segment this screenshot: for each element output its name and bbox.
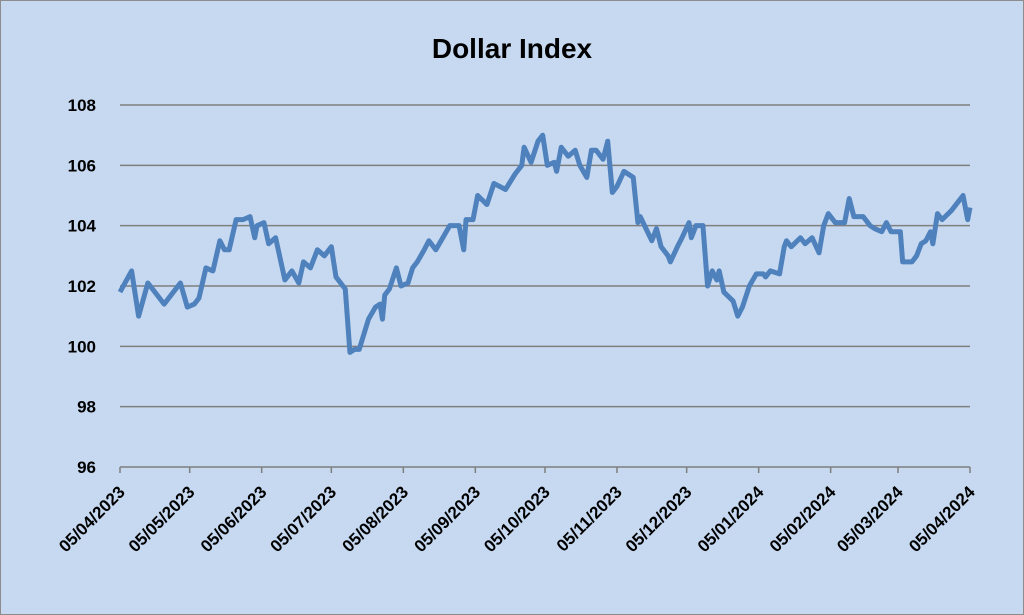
chart-title: Dollar Index bbox=[432, 33, 593, 64]
y-tick-label: 100 bbox=[68, 337, 96, 356]
y-tick-label: 108 bbox=[68, 96, 96, 115]
y-tick-label: 98 bbox=[77, 398, 96, 417]
y-tick-label: 96 bbox=[77, 458, 96, 477]
y-tick-label: 104 bbox=[68, 217, 97, 236]
y-tick-label: 102 bbox=[68, 277, 96, 296]
line-series bbox=[117, 132, 973, 355]
y-tick-label: 106 bbox=[68, 156, 96, 175]
